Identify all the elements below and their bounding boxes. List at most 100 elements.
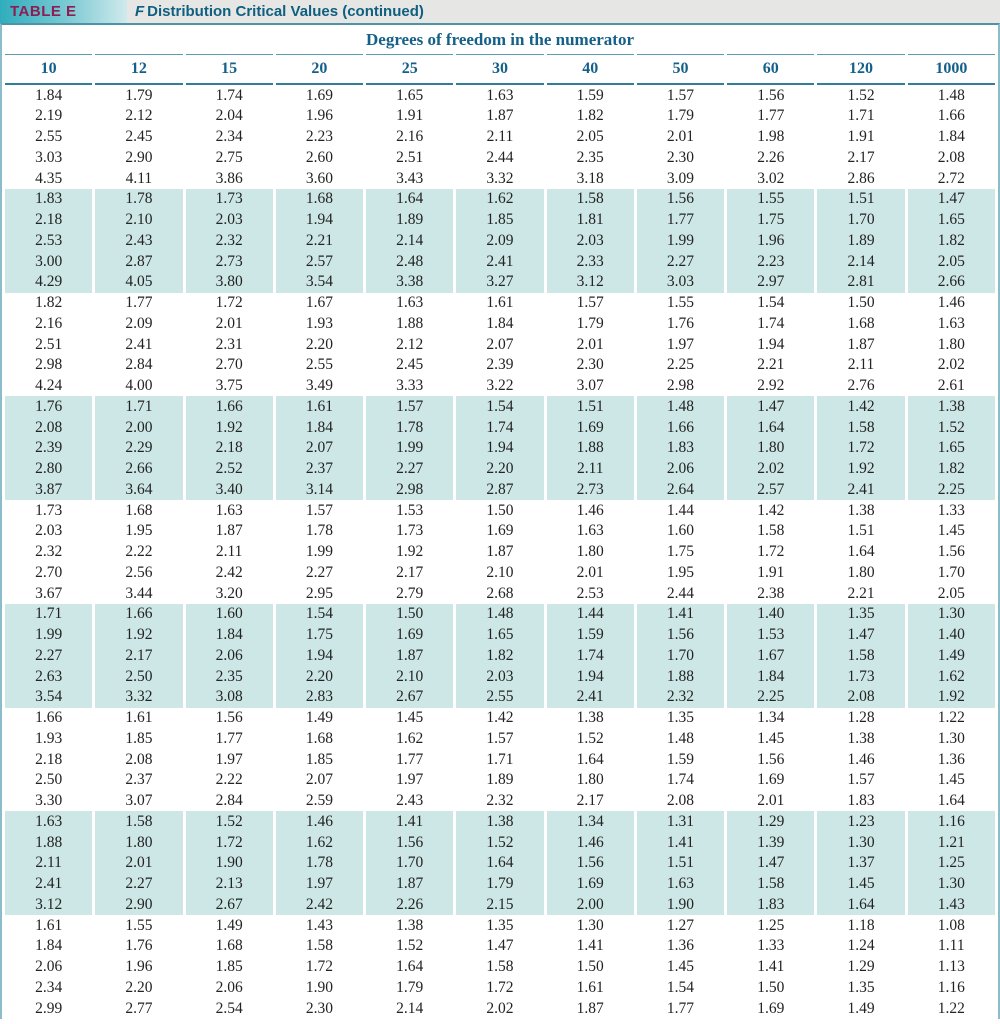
table-cell: 1.49 (907, 645, 995, 666)
table-cell: 1.80 (727, 437, 815, 459)
table-row: 2.34 2.20 2.06 1.90 1.79 1.72 1.61 1.54 1.50 1.35… (5, 977, 995, 998)
table-cell: 1.69 (486, 522, 514, 540)
table-cell: 1.92 (396, 543, 424, 561)
table-cell: 1.28 (847, 709, 875, 727)
table-cell: 1.56 (215, 709, 243, 727)
table-cell: 1.89 (486, 771, 514, 789)
table-cell: 1.29 (727, 811, 815, 832)
table-cell: 2.39 (5, 437, 93, 459)
column-header: 25 (366, 54, 454, 85)
column-header: 20 (275, 54, 364, 85)
table-cell: 2.06 (215, 978, 243, 996)
table-cell: 1.97 (275, 873, 364, 895)
table-cell: 2.11 (215, 543, 243, 561)
column-header: 12 (95, 54, 183, 85)
column-header: 120 (817, 54, 905, 85)
table-cell: 1.66 (35, 709, 63, 727)
table-cell: 1.94 (275, 645, 364, 666)
table-cell: 1.67 (727, 645, 815, 666)
table-cell: 1.63 (576, 522, 604, 540)
table-row: 2.16 2.09 2.01 1.93 1.88 1.84 1.79 1.76 1.74 1.68… (5, 313, 995, 334)
table-cell: 1.78 (275, 852, 364, 874)
table-cell: 1.70 (636, 645, 725, 666)
table-row: 4.29 4.05 3.80 3.54 3.38 3.27 3.12 3.03 2.97 2.81… (5, 271, 995, 293)
table-cell: 1.84 (275, 417, 364, 438)
table-cell: 1.97 (666, 335, 695, 353)
table-cell: 1.64 (727, 417, 815, 438)
table-cell: 1.59 (666, 750, 695, 768)
table-row: 2.19 2.12 2.04 1.96 1.91 1.87 1.82 1.79 1.77 1.71… (5, 106, 995, 127)
table-cell: 1.90 (185, 852, 273, 874)
table-cell: 2.42 (215, 563, 243, 581)
table-cell: 1.69 (305, 86, 333, 104)
table-cell: 2.29 (95, 437, 183, 459)
table-cell: 1.90 (636, 894, 725, 915)
table-cell: 1.64 (847, 543, 875, 561)
table-row: 3.67 3.44 3.20 2.95 2.79 2.68 2.53 2.44 2.38 2.21… (5, 583, 995, 604)
table-cell: 1.57 (366, 396, 454, 417)
table-cell: 1.48 (636, 396, 725, 417)
table-row: 1.93 1.85 1.77 1.68 1.62 1.57 1.52 1.48 1.45 1.38… (5, 728, 995, 749)
table-cell: 1.48 (937, 86, 965, 104)
table-cell: 2.57 (727, 479, 815, 500)
table-cell: 1.87 (366, 645, 454, 666)
table-cell: 1.74 (456, 417, 544, 438)
table-cell: 2.27 (5, 645, 93, 666)
table-row: 1.66 1.61 1.56 1.49 1.45 1.42 1.38 1.35 1.34 1.28… (5, 708, 995, 729)
table-cell: 3.00 (5, 251, 93, 272)
table-cell: 1.47 (727, 852, 815, 874)
table-row: 2.70 2.56 2.42 2.27 2.17 2.10 2.01 1.95 1.91 1.80… (5, 562, 995, 583)
table-cell: 1.38 (576, 709, 604, 727)
table-row: 3.30 3.07 2.84 2.59 2.43 2.32 2.17 2.08 2.01 1.83… (5, 791, 995, 812)
table-cell: 2.11 (486, 128, 514, 146)
table-cell: 1.74 (666, 771, 695, 789)
table-cell: 2.87 (95, 251, 183, 272)
table-cell: 1.83 (847, 792, 875, 810)
table-row: 1.88 1.80 1.72 1.62 1.56 1.52 1.46 1.41 1.39 1.30… (5, 832, 995, 853)
table-cell: 1.69 (757, 999, 785, 1017)
table-cell: 1.65 (907, 437, 995, 459)
table-cell: 1.83 (636, 437, 725, 459)
table-cell: 2.43 (95, 230, 183, 251)
table-cell: 2.41 (546, 686, 634, 708)
table-cell: 1.63 (215, 501, 243, 519)
table-cell: 3.86 (215, 169, 243, 187)
table-cell: 1.78 (305, 522, 333, 540)
table-cell: 2.16 (396, 128, 424, 146)
table-cell: 3.18 (576, 169, 604, 187)
table-cell: 1.35 (847, 978, 875, 996)
table-cell: 1.30 (817, 832, 905, 853)
table-cell: 2.20 (275, 666, 364, 687)
table-cell: 1.62 (456, 188, 544, 210)
table-cell: 1.68 (305, 729, 333, 747)
table-cell: 2.72 (937, 169, 965, 187)
table-cell: 1.76 (5, 396, 93, 417)
table-cell: 1.96 (125, 958, 153, 976)
table-cell: 1.82 (456, 645, 544, 666)
table-cell: 1.77 (396, 750, 424, 768)
table-cell: 3.03 (636, 271, 725, 293)
table-cell: 1.16 (907, 811, 995, 832)
table-row: 1.61 1.55 1.49 1.43 1.38 1.35 1.30 1.27 1.25 1.18… (5, 915, 995, 936)
table-cell: 2.23 (727, 251, 815, 272)
table-row: 2.51 2.41 2.31 2.20 2.12 2.07 2.01 1.97 1.94 1.87… (5, 334, 995, 355)
table-cell: 1.79 (666, 107, 695, 125)
table-cell: 1.63 (486, 86, 514, 104)
table-cell: 1.63 (636, 873, 725, 895)
table-cell: 3.87 (5, 479, 93, 500)
table-cell: 2.06 (636, 458, 725, 480)
table-cell: 1.55 (125, 916, 153, 934)
table-row: 2.98 2.84 2.70 2.55 2.45 2.39 2.30 2.25 2.21 2.11… (5, 355, 995, 376)
table-cell: 2.05 (907, 251, 995, 272)
table-title: F Distribution Critical Values (continue… (127, 0, 1000, 23)
table-cell: 2.63 (5, 666, 93, 687)
table-cell: 1.52 (396, 937, 424, 955)
table-cell: 1.52 (185, 811, 273, 832)
table-cell: 1.73 (817, 666, 905, 687)
table-cell: 1.54 (275, 603, 364, 625)
table-cell: 4.24 (35, 377, 63, 395)
table-cell: 1.60 (666, 522, 695, 540)
table-cell: 2.57 (275, 251, 364, 272)
table-cell: 1.69 (757, 771, 785, 789)
table-cell: 1.72 (817, 437, 905, 459)
